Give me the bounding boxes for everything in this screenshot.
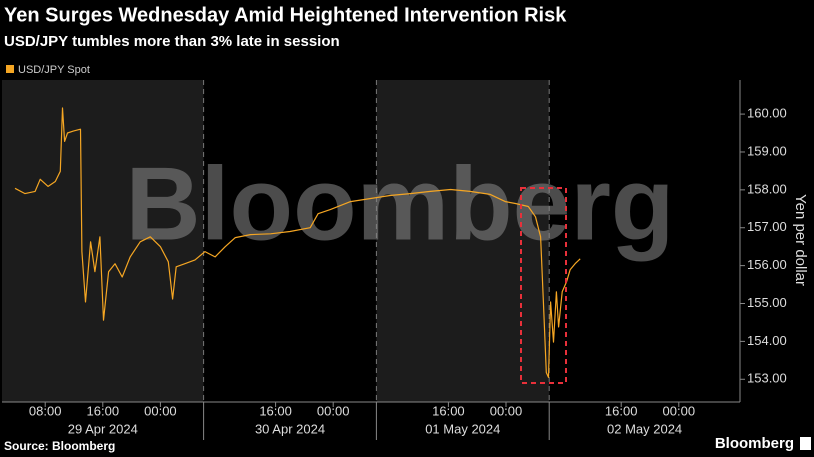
legend-label: USD/JPY Spot (18, 64, 90, 76)
source: Source: Bloomberg (4, 439, 115, 453)
y-tick-label: 154.00 (747, 333, 787, 348)
x-tick-label: 00:00 (144, 403, 177, 418)
y-tick-label: 153.00 (747, 371, 787, 386)
legend-swatch (6, 65, 14, 73)
y-tick-label: 157.00 (747, 219, 787, 234)
day-shade (2, 80, 204, 402)
date-label: 30 Apr 2024 (255, 421, 325, 436)
x-tick-label: 16:00 (432, 403, 465, 418)
y-tick-label: 160.00 (747, 106, 787, 121)
logo: Bloomberg (715, 435, 794, 452)
x-tick-label: 16:00 (259, 403, 292, 418)
watermark: Bloomberg (126, 146, 675, 262)
y-tick-label: 155.00 (747, 295, 787, 310)
date-label: 01 May 2024 (425, 421, 500, 436)
series-line (14, 107, 581, 378)
date-label: 29 Apr 2024 (68, 421, 138, 436)
x-tick-label: 16:00 (87, 403, 120, 418)
logo-icon (800, 437, 811, 450)
y-axis-label: Yen per dollar (792, 194, 809, 286)
y-tick-label: 158.00 (747, 181, 787, 196)
x-tick-label: 00:00 (663, 403, 696, 418)
highlight-box (520, 187, 567, 384)
y-tick-label: 156.00 (747, 257, 787, 272)
x-tick-label: 16:00 (605, 403, 638, 418)
x-tick-label: 00:00 (317, 403, 350, 418)
chart-title: Yen Surges Wednesday Amid Heightened Int… (4, 4, 567, 26)
x-tick-label: 08:00 (29, 403, 62, 418)
chart-subtitle: USD/JPY tumbles more than 3% late in ses… (4, 33, 340, 50)
y-tick-label: 159.00 (747, 143, 787, 158)
date-label: 02 May 2024 (607, 421, 682, 436)
x-tick-label: 00:00 (490, 403, 523, 418)
